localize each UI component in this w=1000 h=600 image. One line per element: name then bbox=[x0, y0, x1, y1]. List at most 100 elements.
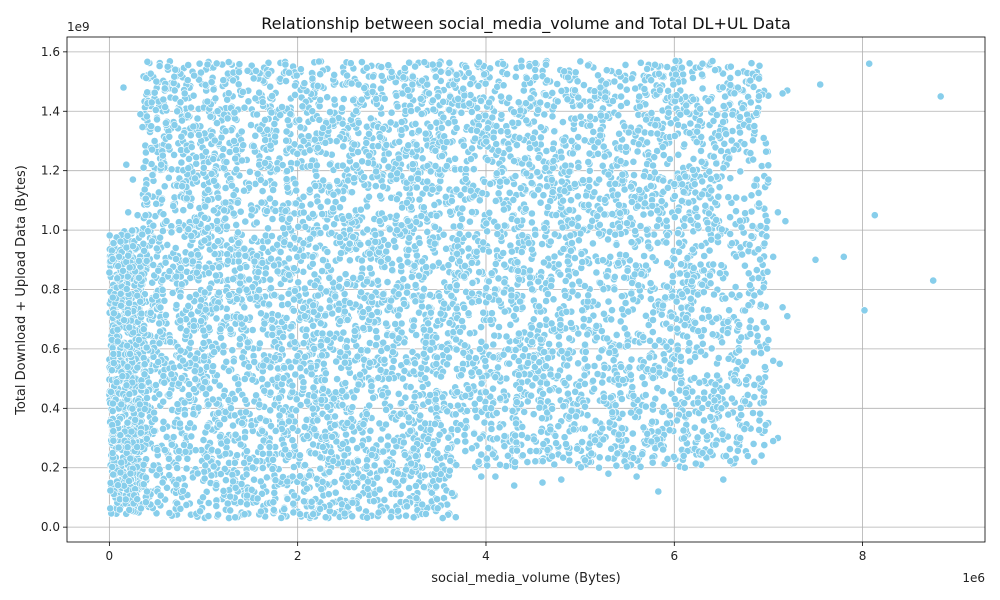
data-point bbox=[630, 171, 638, 179]
data-point bbox=[186, 131, 195, 140]
data-point bbox=[390, 436, 398, 445]
data-point bbox=[407, 174, 416, 183]
data-point bbox=[191, 375, 200, 384]
data-point bbox=[608, 306, 616, 315]
data-point bbox=[357, 256, 366, 265]
data-point bbox=[536, 198, 545, 207]
data-point bbox=[392, 211, 401, 220]
data-point bbox=[213, 225, 222, 234]
data-point bbox=[354, 148, 362, 156]
data-point bbox=[423, 80, 432, 89]
data-point bbox=[452, 345, 461, 354]
data-point bbox=[280, 363, 289, 372]
data-point bbox=[405, 233, 414, 242]
data-point bbox=[228, 181, 236, 190]
data-point bbox=[376, 191, 384, 200]
data-point bbox=[160, 446, 169, 454]
data-point bbox=[151, 106, 160, 114]
data-point bbox=[340, 307, 349, 316]
data-point bbox=[186, 419, 194, 428]
data-point bbox=[179, 206, 188, 215]
data-point bbox=[363, 225, 372, 234]
data-point bbox=[158, 195, 166, 204]
data-point bbox=[154, 266, 163, 275]
data-point bbox=[177, 374, 186, 382]
data-point bbox=[445, 466, 454, 475]
data-point bbox=[226, 492, 235, 501]
data-point bbox=[362, 138, 371, 147]
data-point bbox=[439, 230, 448, 239]
data-point bbox=[178, 356, 187, 365]
data-point bbox=[212, 59, 221, 68]
data-point bbox=[397, 399, 406, 407]
data-point bbox=[367, 451, 376, 459]
data-point bbox=[236, 334, 244, 343]
data-point bbox=[240, 510, 249, 519]
data-point bbox=[179, 486, 187, 495]
data-point bbox=[216, 470, 225, 478]
data-point bbox=[416, 411, 425, 420]
data-point bbox=[284, 270, 293, 279]
data-point bbox=[321, 513, 330, 522]
data-point bbox=[612, 330, 621, 339]
data-point bbox=[140, 185, 149, 194]
data-point bbox=[167, 228, 176, 237]
data-point bbox=[301, 332, 310, 340]
data-point bbox=[340, 509, 349, 518]
data-point bbox=[389, 448, 397, 457]
data-point bbox=[340, 358, 349, 367]
data-point bbox=[683, 253, 692, 262]
data-point bbox=[330, 95, 339, 104]
data-point bbox=[164, 463, 173, 471]
data-point bbox=[433, 449, 442, 458]
data-point bbox=[288, 381, 297, 390]
data-point bbox=[200, 474, 209, 483]
data-point bbox=[342, 478, 351, 487]
data-point bbox=[307, 370, 316, 379]
data-point bbox=[411, 281, 420, 289]
data-point bbox=[192, 153, 201, 162]
data-point bbox=[255, 286, 263, 294]
data-point bbox=[245, 455, 254, 463]
data-point bbox=[321, 369, 330, 378]
data-point bbox=[338, 104, 346, 112]
data-point bbox=[412, 218, 421, 226]
data-point bbox=[616, 82, 625, 91]
data-point bbox=[408, 160, 417, 169]
data-point bbox=[435, 60, 444, 69]
data-point bbox=[280, 505, 289, 513]
data-point bbox=[174, 454, 183, 463]
data-point bbox=[376, 435, 385, 444]
data-point bbox=[184, 61, 193, 69]
data-point bbox=[241, 252, 250, 260]
data-point bbox=[409, 322, 418, 331]
data-point bbox=[182, 500, 191, 509]
data-point bbox=[545, 340, 553, 348]
data-point bbox=[212, 271, 220, 280]
data-point bbox=[337, 249, 345, 257]
data-point bbox=[316, 202, 325, 211]
data-point bbox=[172, 480, 181, 489]
data-point bbox=[242, 470, 251, 479]
data-point bbox=[141, 194, 150, 203]
data-point bbox=[258, 427, 267, 435]
data-point bbox=[261, 136, 270, 144]
data-point bbox=[282, 136, 291, 145]
data-point bbox=[461, 437, 470, 446]
data-point bbox=[323, 262, 332, 270]
data-point bbox=[318, 329, 327, 338]
data-point bbox=[232, 146, 240, 154]
data-point bbox=[393, 469, 402, 478]
data-point bbox=[445, 318, 454, 327]
data-point bbox=[329, 394, 338, 403]
data-point bbox=[271, 132, 279, 141]
data-point bbox=[143, 88, 152, 97]
data-point bbox=[238, 419, 246, 427]
data-point bbox=[258, 258, 267, 267]
data-point bbox=[336, 317, 345, 326]
data-point bbox=[412, 140, 421, 149]
data-point bbox=[328, 432, 336, 441]
data-point bbox=[325, 273, 334, 282]
data-point bbox=[442, 346, 451, 354]
data-point bbox=[398, 374, 407, 383]
